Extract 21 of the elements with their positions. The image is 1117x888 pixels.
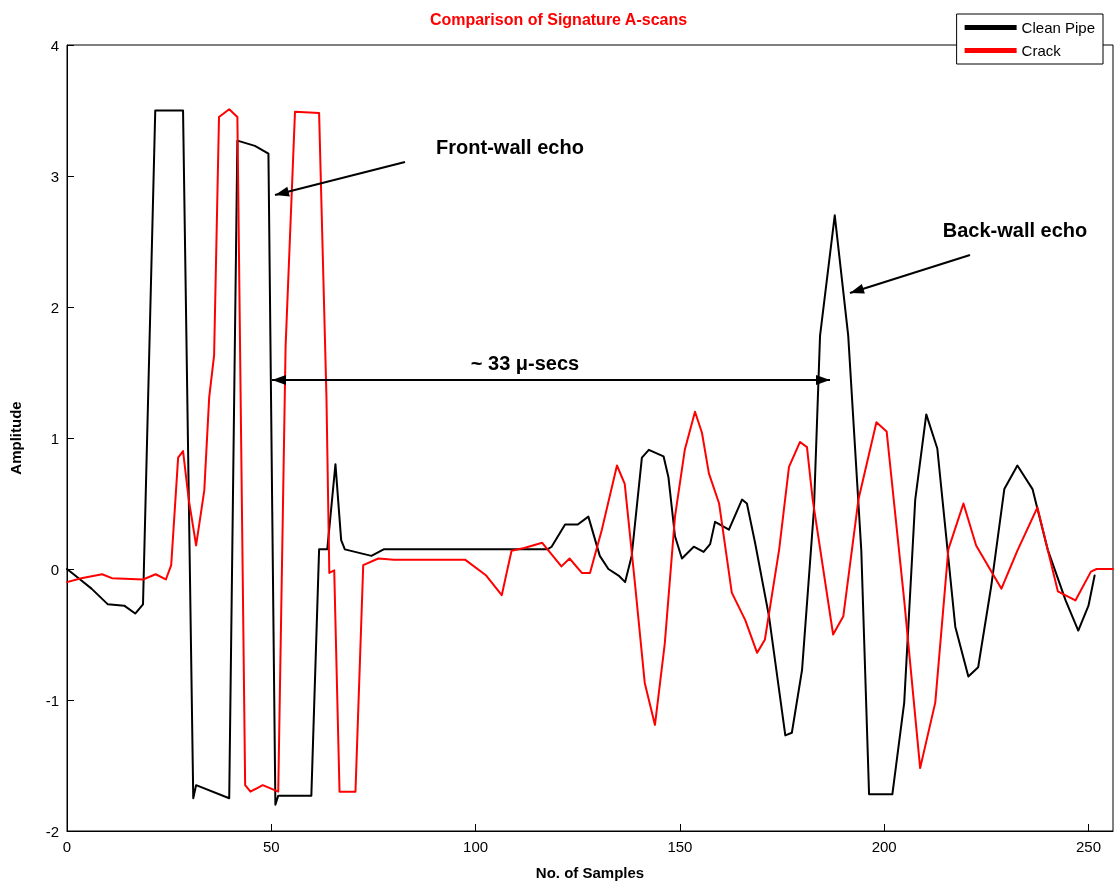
annotation: Back-wall echo: [942, 219, 1088, 241]
x-tick-label: 200: [871, 838, 897, 855]
x-tick-label: 50: [262, 838, 280, 855]
y-tick-label: -2: [45, 822, 59, 840]
legend-label: Crack: [1021, 42, 1062, 59]
annotation: ~ 33 μ-secs: [470, 352, 580, 374]
legend-label: Clean Pipe: [1021, 19, 1096, 36]
x-axis-title: No. of Samples: [535, 864, 645, 881]
y-tick-label: 1: [50, 429, 59, 447]
x-tick-label: 150: [667, 838, 693, 855]
y-axis-title: Amplitude: [7, 401, 24, 475]
chart-title: Comparison of Signature A-scans: [429, 10, 688, 28]
annotation: Front-wall echo: [436, 136, 584, 158]
y-tick-label: 0: [50, 560, 59, 578]
y-tick-label: 3: [50, 167, 59, 185]
y-tick-label: 2: [50, 298, 59, 316]
y-tick-label: -1: [45, 691, 59, 709]
x-tick-label: 250: [1075, 838, 1101, 855]
x-tick-label: 0: [62, 838, 72, 855]
x-tick-label: 100: [463, 838, 489, 855]
y-tick-label: 4: [50, 36, 59, 54]
